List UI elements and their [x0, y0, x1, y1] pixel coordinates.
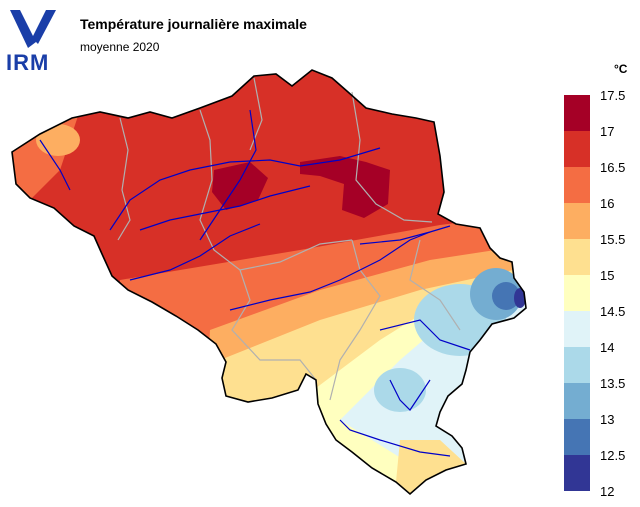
legend-swatch — [564, 239, 590, 275]
legend-swatch — [564, 383, 590, 419]
legend-swatch — [564, 455, 590, 491]
legend-label: 14.5 — [600, 304, 626, 319]
legend-swatch — [564, 419, 590, 455]
legend-unit: °C — [614, 62, 628, 76]
legend-swatch — [564, 347, 590, 383]
belgium-temperature-map — [11, 69, 527, 496]
legend-label: 13 — [600, 412, 615, 427]
legend-label: 16.5 — [600, 160, 626, 175]
legend-swatch — [564, 167, 590, 203]
map-subtitle: moyenne 2020 — [80, 40, 160, 54]
legend-swatch — [564, 275, 590, 311]
legend-label: 13.5 — [600, 376, 626, 391]
map-title: Température journalière maximale — [80, 16, 307, 32]
legend-label: 12 — [600, 484, 615, 499]
legend-label: 16 — [600, 196, 615, 211]
irm-logo — [6, 8, 60, 74]
legend-label: 12.5 — [600, 448, 626, 463]
legend-swatch — [564, 95, 590, 131]
legend-label: 17.5 — [600, 88, 626, 103]
color-legend — [564, 95, 590, 491]
legend-label: 14 — [600, 340, 615, 355]
legend-swatch — [564, 311, 590, 347]
legend-swatch — [564, 203, 590, 239]
legend-swatch — [564, 131, 590, 167]
legend-label: 17 — [600, 124, 615, 139]
logo-text: IRM — [6, 50, 50, 75]
legend-label: 15.5 — [600, 232, 626, 247]
legend-label: 15 — [600, 268, 615, 283]
